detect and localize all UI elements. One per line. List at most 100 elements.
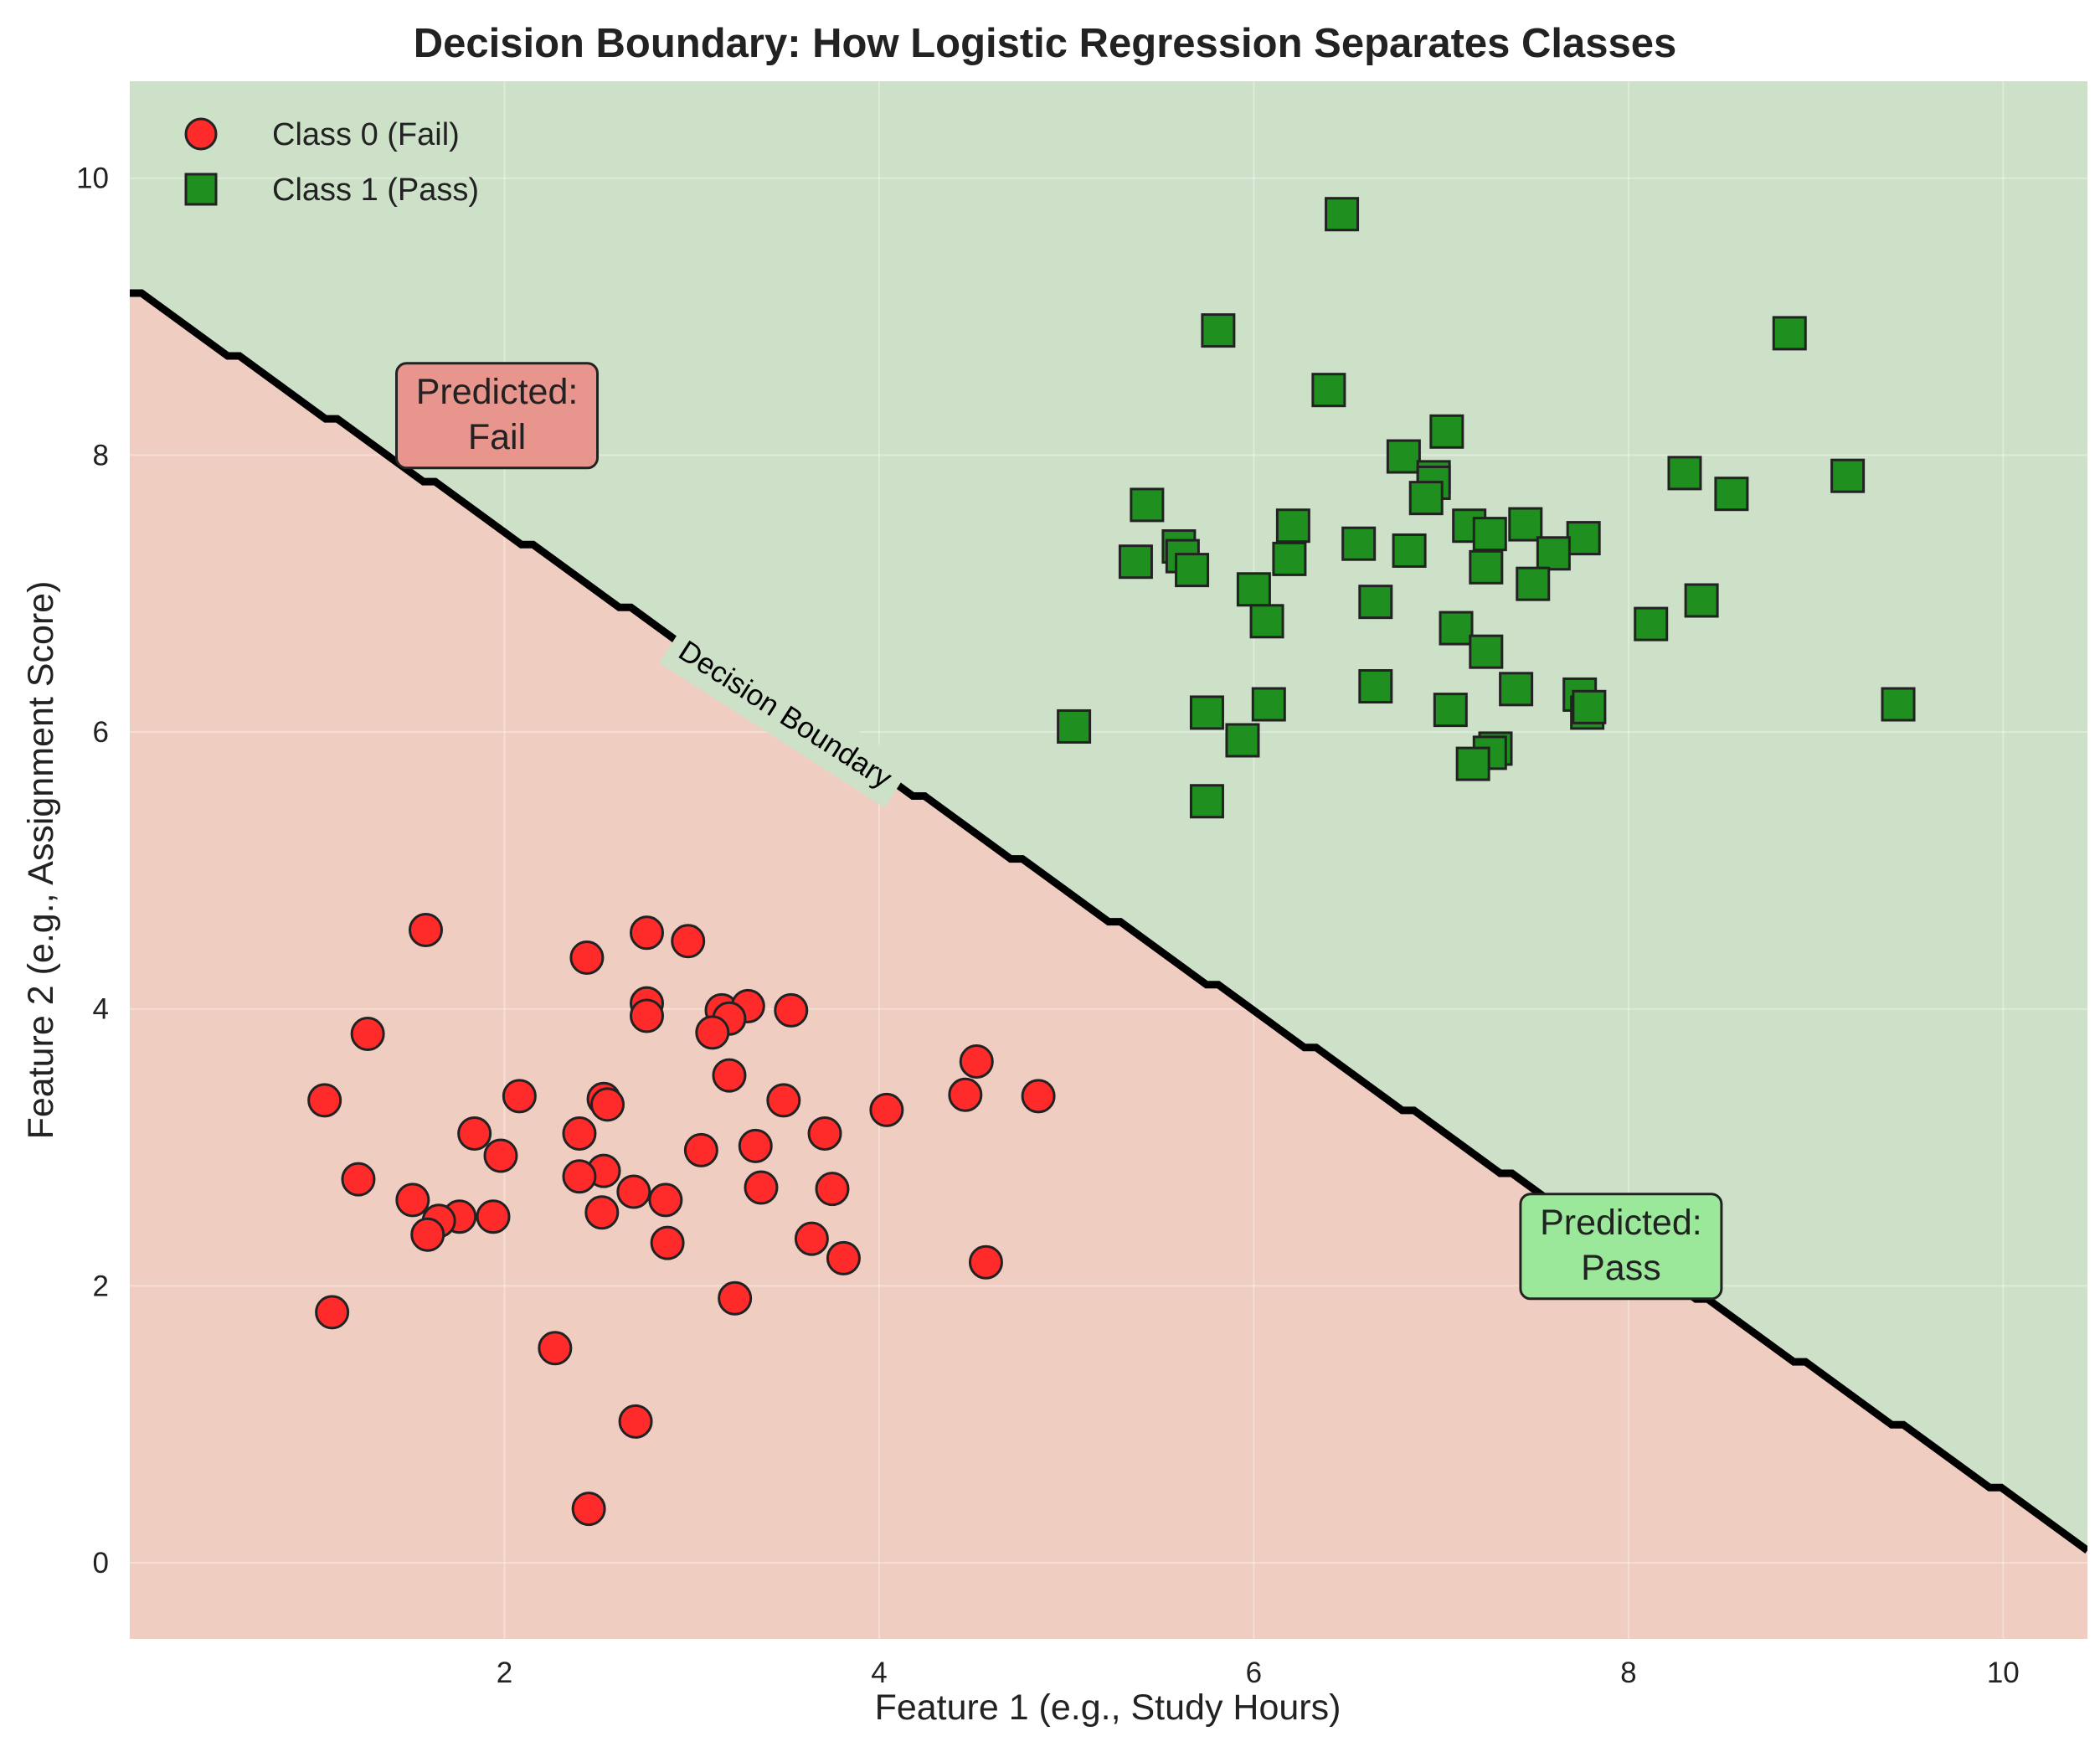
class0-point	[569, 940, 605, 976]
class1-point	[1714, 477, 1749, 512]
class0-point	[410, 1217, 445, 1252]
class0-point	[630, 915, 665, 951]
class1-point	[1572, 689, 1607, 724]
class1-point	[1201, 313, 1236, 348]
class0-point	[648, 1183, 683, 1218]
y-ticks: 0 2 4 6 8 10	[76, 162, 109, 1579]
class1-point	[1386, 439, 1421, 474]
class0-point	[695, 1015, 730, 1050]
class0-point	[307, 1083, 342, 1118]
x-tick-label: 10	[1987, 1657, 2020, 1689]
class0-point	[774, 992, 809, 1028]
class0-point	[315, 1295, 350, 1330]
chart-title: Decision Boundary: How Logistic Regressi…	[414, 21, 1677, 66]
class0-point	[538, 1331, 573, 1366]
y-tick-label: 2	[93, 1270, 109, 1302]
fail-region	[130, 292, 2087, 1639]
class0-point	[395, 1183, 430, 1218]
y-tick-label: 6	[93, 716, 109, 749]
class1-point	[1130, 487, 1165, 523]
class0-point	[959, 1044, 994, 1080]
class0-point	[794, 1221, 829, 1256]
x-axis-label: Feature 1 (e.g., Study Hours)	[875, 1688, 1341, 1728]
y-tick-label: 8	[93, 439, 109, 471]
x-ticks: 2 4 6 8 10	[497, 1657, 2020, 1689]
class0-point	[341, 1162, 376, 1197]
class0-point	[571, 1492, 606, 1527]
plot-area: Decision Boundary	[130, 81, 2087, 1639]
legend-class1-marker	[184, 173, 218, 206]
class1-point	[1272, 541, 1307, 576]
class1-point	[1341, 526, 1377, 561]
class1-point	[1225, 723, 1260, 758]
y-tick-label: 10	[76, 162, 109, 195]
class0-point	[483, 1138, 518, 1173]
class0-point	[562, 1116, 597, 1152]
class1-point	[1358, 585, 1393, 620]
x-tick-label: 6	[1246, 1657, 1262, 1689]
annotation-fail-line2: Fail	[468, 417, 526, 457]
class0-point	[616, 1174, 651, 1209]
class1-point	[1358, 669, 1393, 704]
x-tick-label: 8	[1620, 1657, 1636, 1689]
y-tick-label: 4	[93, 993, 109, 1026]
class0-point	[408, 912, 443, 947]
class1-point	[1469, 634, 1504, 669]
class0-point	[618, 1404, 653, 1439]
class0-point	[948, 1077, 983, 1112]
class0-point	[744, 1170, 779, 1205]
class0-point	[671, 924, 706, 959]
class1-point	[1236, 572, 1271, 607]
class1-point	[1667, 456, 1702, 491]
class0-point	[683, 1132, 718, 1167]
class1-point	[1881, 687, 1916, 722]
class0-points	[307, 912, 1056, 1527]
class1-point	[1311, 373, 1346, 408]
annotation-pass: Predicted: Pass	[1519, 1193, 1723, 1301]
y-axis-label: Feature 2 (e.g., Assignment Score)	[21, 581, 61, 1140]
class1-point	[1325, 197, 1360, 232]
annotation-fail-line1: Predicted:	[416, 372, 579, 412]
annotation-fail: Predicted: Fail	[395, 362, 600, 470]
class0-point	[738, 1128, 773, 1163]
legend-class1-label: Class 1 (Pass)	[272, 173, 479, 208]
class0-point	[584, 1195, 620, 1230]
class1-point	[1275, 508, 1310, 544]
x-tick-label: 2	[497, 1657, 512, 1689]
class0-point	[562, 1159, 597, 1194]
legend: Class 0 (Fail) Class 1 (Pass)	[184, 117, 479, 208]
annotation-pass-box	[1519, 1193, 1723, 1301]
pass-region	[130, 81, 2087, 1551]
class0-point	[766, 1083, 801, 1118]
decision-boundary-line	[130, 289, 2087, 1554]
class0-point	[590, 1087, 625, 1122]
class1-point	[1508, 507, 1543, 542]
annotation-pass-line1: Predicted:	[1540, 1203, 1702, 1243]
class0-point	[630, 998, 665, 1033]
class0-point	[869, 1092, 904, 1127]
class1-point	[1684, 583, 1719, 618]
class1-point	[1536, 536, 1571, 571]
class1-point	[1392, 533, 1427, 568]
annotation-pass-line2: Pass	[1581, 1248, 1661, 1288]
class1-point	[1634, 606, 1669, 642]
legend-class0-label: Class 0 (Fail)	[272, 117, 460, 152]
class0-point	[826, 1240, 861, 1275]
class0-point	[712, 1058, 747, 1093]
class1-point	[1189, 784, 1224, 819]
class1-point	[1057, 709, 1092, 744]
class1-point	[1118, 544, 1153, 580]
class0-point	[968, 1244, 1003, 1280]
class1-point	[1830, 458, 1866, 493]
class0-point	[457, 1116, 492, 1152]
class0-point	[476, 1199, 511, 1234]
class1-point	[1249, 604, 1284, 639]
annotation-fail-box	[395, 362, 600, 470]
class1-point	[1439, 611, 1474, 646]
class0-point	[502, 1079, 537, 1114]
class0-point	[718, 1281, 753, 1316]
class0-point	[350, 1016, 385, 1051]
class1-point	[1433, 693, 1468, 728]
class1-point	[1429, 414, 1464, 449]
